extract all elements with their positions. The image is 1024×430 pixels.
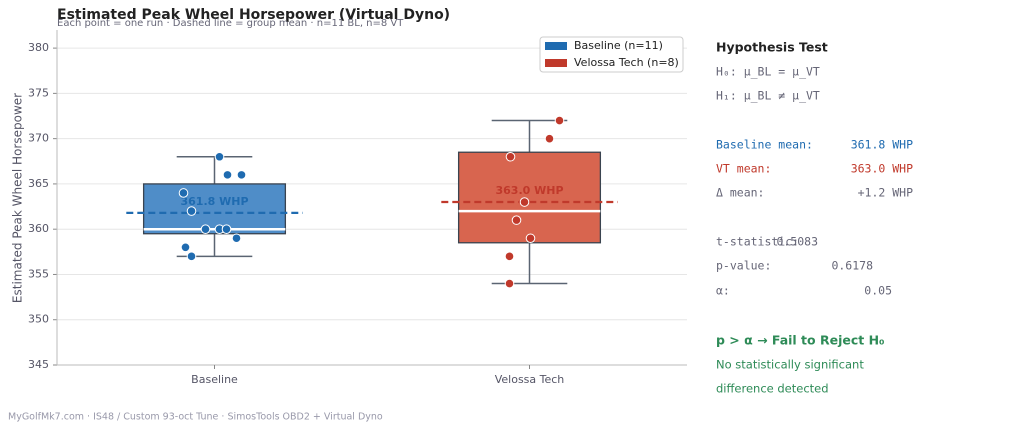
stat-label: VT mean: xyxy=(716,162,771,176)
legend-swatch xyxy=(545,59,567,67)
mean-label: 361.8 WHP xyxy=(180,195,248,208)
panel-title: Hypothesis Test xyxy=(716,40,828,55)
run-point xyxy=(544,133,555,144)
run-point xyxy=(505,151,516,162)
run-point xyxy=(214,151,225,162)
stat-label: p-value: xyxy=(716,259,771,273)
run-point xyxy=(200,224,211,234)
y-tick-label: 350 xyxy=(28,313,49,326)
y-tick-label: 375 xyxy=(28,86,49,99)
stat-label: Baseline mean: xyxy=(716,138,813,152)
x-tick-label: Baseline xyxy=(191,373,238,386)
box xyxy=(457,151,602,244)
run-point xyxy=(222,170,233,180)
conclusion: p > α → Fail to Reject H₀ xyxy=(716,333,885,348)
stat-value: 0.6178 xyxy=(831,259,873,273)
hypothesis: H₀: μ_BL = μ_VT xyxy=(716,65,820,79)
box xyxy=(142,183,287,235)
run-point xyxy=(186,206,197,216)
y-tick-label: 370 xyxy=(28,132,49,145)
run-point xyxy=(178,188,189,198)
x-tick-label: Velossa Tech xyxy=(495,373,565,386)
y-tick-label: 345 xyxy=(28,358,49,371)
run-point xyxy=(231,233,242,244)
stat-value: +1.2 WHP xyxy=(858,186,913,200)
run-point xyxy=(525,233,536,244)
chart-subtitle: Each point = one run · Dashed line = gro… xyxy=(57,18,404,29)
legend-box xyxy=(539,36,684,73)
y-axis-label: Estimated Peak Wheel Horsepower xyxy=(11,93,25,303)
run-point xyxy=(504,278,515,289)
y-tick-label: 365 xyxy=(28,177,49,190)
stat-label: Δ mean: xyxy=(716,186,764,200)
note: difference detected xyxy=(716,382,829,396)
y-tick-label: 360 xyxy=(28,222,49,235)
stat-value: 0.5083 xyxy=(776,235,818,249)
footer: MyGolfMk7.com · IS48 / Custom 93-oct Tun… xyxy=(8,412,383,423)
chart-title: Estimated Peak Wheel Horsepower (Virtual… xyxy=(57,7,450,23)
stat-label: t-statistic: xyxy=(716,235,799,249)
run-point xyxy=(221,224,232,234)
run-point xyxy=(511,215,522,225)
mean-label: 363.0 WHP xyxy=(495,184,563,197)
run-point xyxy=(236,170,247,180)
run-point xyxy=(504,251,515,262)
legend-label: Baseline (n=11) xyxy=(574,39,663,52)
run-point xyxy=(519,197,530,207)
y-tick-label: 355 xyxy=(28,267,49,280)
run-point xyxy=(180,242,191,253)
note: No statistically significant xyxy=(716,358,864,372)
stat-value: 361.8 WHP xyxy=(851,138,913,152)
hypothesis: H₁: μ_BL ≠ μ_VT xyxy=(716,89,820,103)
stat-value: 0.05 xyxy=(864,284,892,298)
run-point xyxy=(554,115,565,126)
run-point xyxy=(186,251,197,262)
legend-label: Velossa Tech (n=8) xyxy=(574,56,679,69)
y-tick-label: 380 xyxy=(28,41,49,54)
stat-value: 363.0 WHP xyxy=(851,162,913,176)
legend-swatch xyxy=(545,42,567,50)
stat-label: α: xyxy=(716,284,730,298)
